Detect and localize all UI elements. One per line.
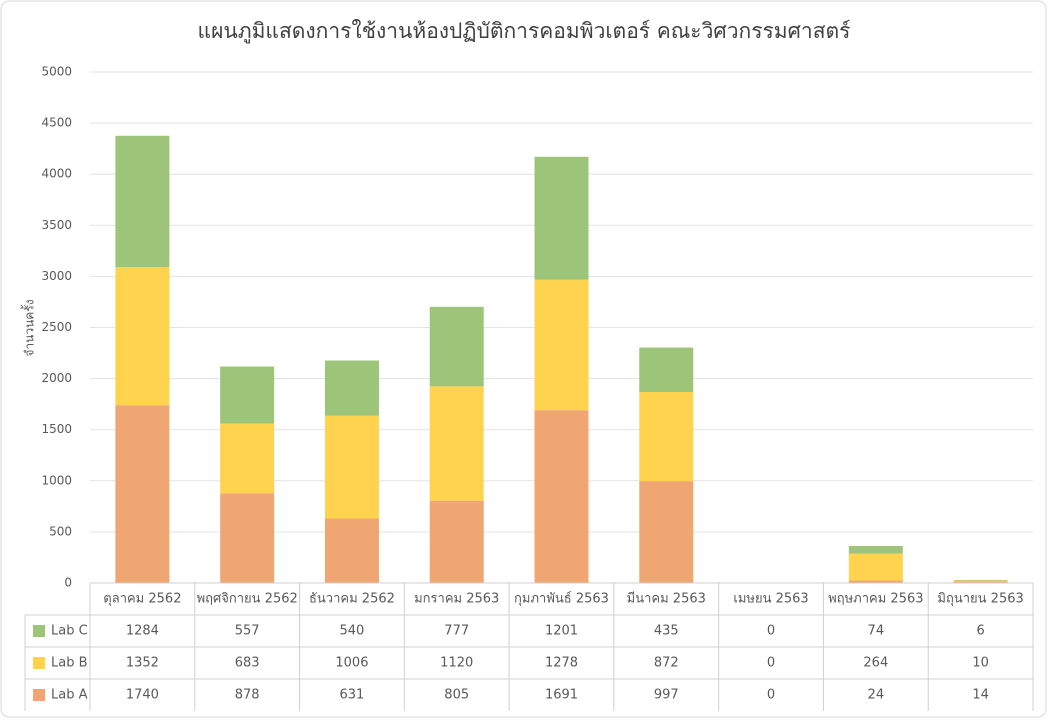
bar-segment (429, 386, 484, 501)
x-tick-label: พฤศจิกายน 2562 (197, 592, 298, 607)
table-value: 0 (767, 656, 775, 671)
x-tick-label: ธันวาคม 2562 (309, 592, 395, 607)
bar-segment (534, 410, 589, 583)
table-value: 435 (654, 624, 679, 639)
table-value: 1006 (335, 656, 368, 671)
y-tick-label: 1500 (41, 422, 72, 436)
x-tick-label: มิถุนายน 2563 (937, 592, 1023, 607)
table-value: 1278 (545, 656, 578, 671)
table-value: 540 (340, 624, 365, 639)
legend-label: Lab A (51, 688, 88, 703)
table-value: 777 (444, 624, 469, 639)
y-tick-label: 4500 (41, 116, 72, 130)
legend-swatch (33, 689, 45, 701)
x-tick-label: มีนาคม 2563 (627, 591, 706, 607)
x-tick-label: กุมภาพันธ์ 2563 (514, 591, 609, 607)
legend-swatch (33, 657, 45, 669)
y-tick-label: 5000 (41, 65, 72, 79)
table-value: 683 (235, 656, 260, 671)
bar-segment (848, 553, 903, 581)
bar-segment (429, 500, 484, 583)
bar-segment (953, 581, 1008, 583)
bar-segment (220, 366, 275, 424)
legend-label: Lab C (51, 624, 88, 639)
table-value: 264 (863, 656, 888, 671)
y-tick-label: 3500 (41, 218, 72, 232)
bar-segment (534, 279, 589, 411)
y-tick-label: 0 (64, 576, 72, 590)
bar-segment (115, 135, 170, 267)
y-tick-label: 1000 (41, 473, 72, 487)
bar-segment (115, 405, 170, 583)
x-tick-label: มกราคม 2563 (414, 592, 499, 607)
bar-segment (220, 493, 275, 583)
bar-segment (639, 391, 694, 482)
bar-segment (848, 580, 903, 583)
table-value: 1691 (545, 688, 578, 703)
x-tick-label: เมษยน 2563 (733, 592, 808, 607)
table-value: 557 (235, 624, 260, 639)
x-tick-label: ตุลาคม 2562 (103, 592, 181, 607)
table-value: 14 (972, 688, 989, 703)
bar-segment (953, 580, 1008, 582)
bar-segment (639, 347, 694, 392)
table-value: 1120 (440, 656, 473, 671)
table-value: 631 (340, 688, 365, 703)
table-value: 0 (767, 624, 775, 639)
bar-segment (324, 415, 379, 519)
bar-segment (324, 360, 379, 416)
table-value: 1201 (545, 624, 578, 639)
y-tick-label: 500 (49, 524, 72, 538)
bar-segment (220, 423, 275, 494)
table-value: 74 (868, 624, 885, 639)
bar-segment (534, 156, 589, 280)
table-value: 10 (972, 656, 989, 671)
table-value: 6 (976, 624, 984, 639)
y-tick-label: 2000 (41, 371, 72, 385)
table-value: 24 (868, 688, 885, 703)
table-value: 878 (235, 688, 260, 703)
table-value: 997 (654, 688, 679, 703)
bar-segment (639, 481, 694, 583)
bar-segment (848, 546, 903, 554)
table-value: 1740 (126, 688, 159, 703)
y-tick-label: 4000 (41, 167, 72, 181)
table-value: 1352 (126, 656, 159, 671)
bar-segment (324, 518, 379, 583)
y-tick-label: 3000 (41, 269, 72, 283)
bar-segment (115, 266, 170, 406)
legend-swatch (33, 625, 45, 637)
table-value: 0 (767, 688, 775, 703)
table-value: 805 (444, 688, 469, 703)
x-tick-label: พฤษภาคม 2563 (828, 592, 923, 607)
bar-segment (953, 579, 1008, 581)
y-axis-label: จำนวนครั้ง (21, 299, 37, 356)
legend-label: Lab B (51, 656, 88, 671)
y-tick-label: 2500 (41, 320, 72, 334)
chart-title: แผนภูมิแสดงการใช้งานห้องปฏิบัติการคอมพิว… (198, 19, 851, 44)
table-value: 872 (654, 656, 679, 671)
table-value: 1284 (126, 624, 159, 639)
bar-segment (429, 306, 484, 387)
